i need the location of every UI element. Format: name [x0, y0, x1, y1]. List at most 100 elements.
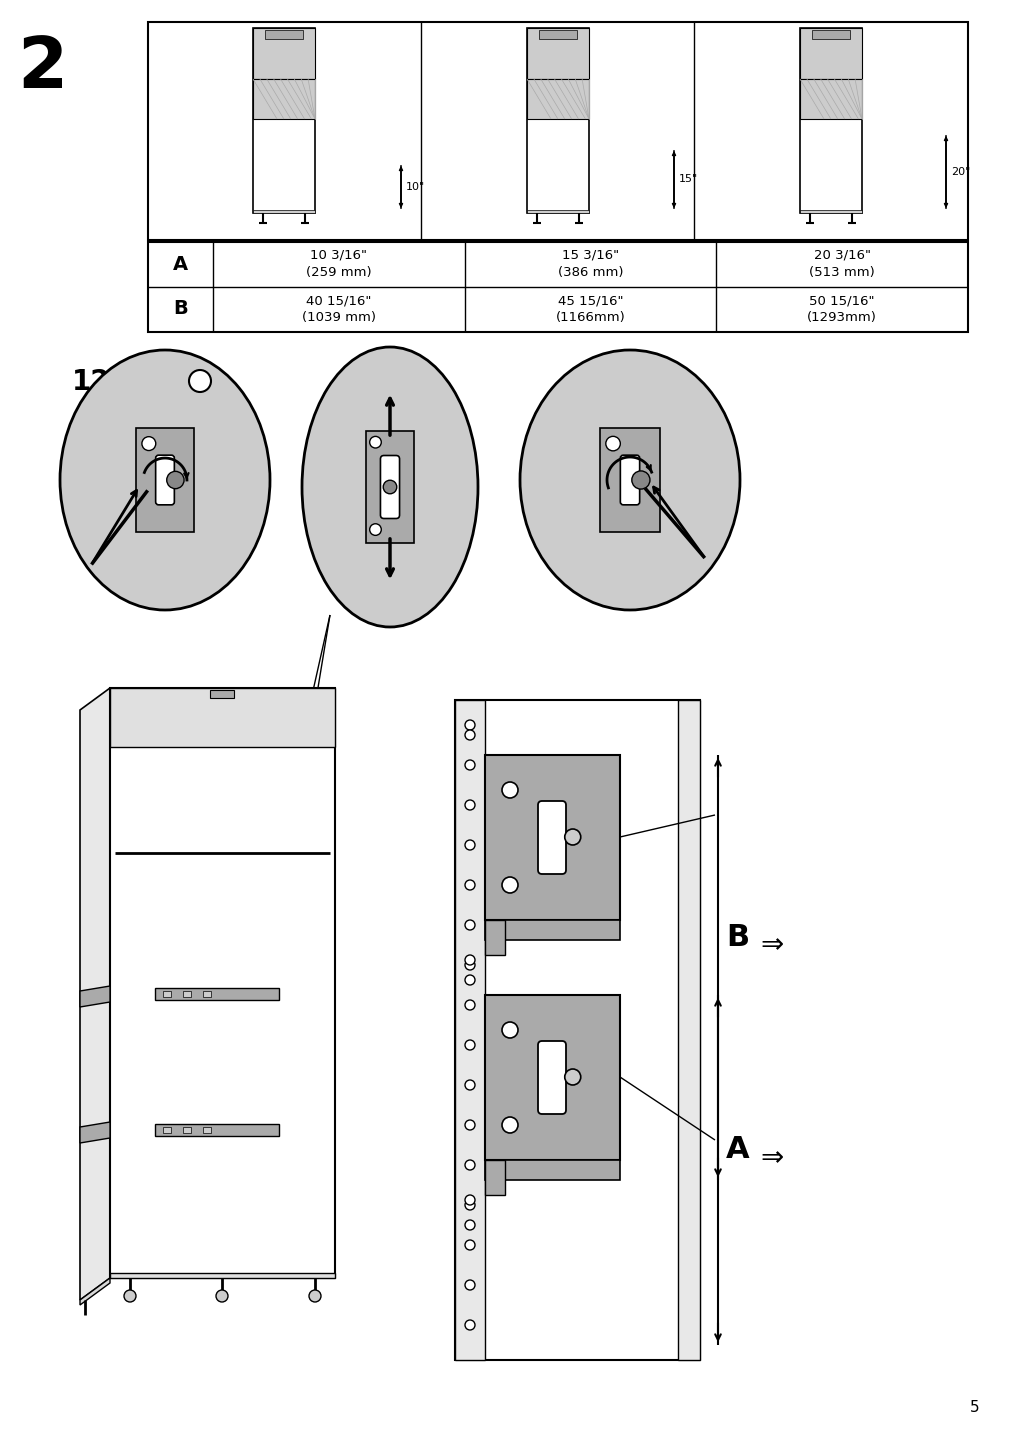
- Bar: [155, 1124, 278, 1136]
- Circle shape: [464, 800, 474, 811]
- Circle shape: [464, 955, 474, 965]
- Bar: [148, 242, 968, 332]
- Bar: [110, 687, 335, 748]
- FancyBboxPatch shape: [538, 1041, 565, 1114]
- Bar: [527, 29, 588, 79]
- FancyBboxPatch shape: [156, 455, 174, 505]
- Circle shape: [464, 1240, 474, 1250]
- Polygon shape: [80, 987, 110, 1007]
- Circle shape: [501, 782, 518, 798]
- Circle shape: [501, 1022, 518, 1038]
- Circle shape: [464, 720, 474, 730]
- Bar: [163, 991, 171, 997]
- Bar: [210, 690, 234, 697]
- Bar: [484, 919, 620, 939]
- Bar: [800, 29, 861, 213]
- Circle shape: [464, 959, 474, 969]
- Circle shape: [464, 730, 474, 740]
- Bar: [163, 1127, 171, 1133]
- Text: A: A: [173, 255, 188, 274]
- Circle shape: [464, 881, 474, 891]
- Text: B: B: [725, 924, 748, 952]
- Bar: [183, 991, 191, 997]
- Circle shape: [369, 524, 381, 536]
- Text: 20 3/16"
(513 mm): 20 3/16" (513 mm): [809, 249, 875, 279]
- Circle shape: [631, 471, 649, 490]
- Circle shape: [464, 1200, 474, 1210]
- Circle shape: [464, 919, 474, 929]
- Circle shape: [464, 1040, 474, 1050]
- Bar: [800, 29, 861, 79]
- Ellipse shape: [301, 347, 477, 627]
- Text: 10": 10": [405, 182, 425, 192]
- FancyBboxPatch shape: [538, 800, 565, 874]
- Bar: [110, 1273, 335, 1277]
- Bar: [527, 79, 588, 119]
- Text: B: B: [173, 299, 188, 318]
- Bar: [677, 700, 700, 1360]
- Circle shape: [501, 1117, 518, 1133]
- Text: 50 15/16"
(1293mm): 50 15/16" (1293mm): [807, 294, 877, 324]
- Circle shape: [464, 1320, 474, 1330]
- Circle shape: [464, 1160, 474, 1170]
- Circle shape: [124, 1290, 135, 1302]
- Text: A: A: [725, 1136, 749, 1164]
- Bar: [484, 1160, 620, 1180]
- Bar: [455, 700, 484, 1360]
- Circle shape: [464, 760, 474, 770]
- FancyBboxPatch shape: [380, 455, 399, 518]
- Circle shape: [142, 437, 156, 451]
- Bar: [155, 988, 278, 1000]
- Bar: [800, 79, 861, 119]
- Text: ⇒: ⇒: [759, 931, 783, 959]
- Bar: [110, 687, 335, 1277]
- Circle shape: [189, 369, 210, 392]
- Circle shape: [464, 841, 474, 851]
- Text: 2: 2: [17, 33, 67, 103]
- Bar: [484, 1160, 504, 1194]
- Polygon shape: [136, 428, 194, 533]
- Bar: [265, 30, 302, 39]
- Text: 10 3/16"
(259 mm): 10 3/16" (259 mm): [305, 249, 371, 279]
- FancyBboxPatch shape: [620, 455, 639, 505]
- Bar: [527, 211, 588, 213]
- Bar: [800, 211, 861, 213]
- Bar: [539, 30, 576, 39]
- Bar: [484, 919, 504, 955]
- Polygon shape: [80, 1277, 110, 1305]
- Bar: [484, 755, 620, 919]
- Text: 15": 15": [678, 175, 698, 185]
- Circle shape: [464, 1220, 474, 1230]
- Circle shape: [464, 1120, 474, 1130]
- Circle shape: [564, 829, 580, 845]
- Bar: [812, 30, 849, 39]
- Circle shape: [501, 876, 518, 894]
- Bar: [527, 29, 588, 213]
- Text: 5: 5: [970, 1400, 979, 1415]
- Bar: [253, 211, 314, 213]
- Text: 40 15/16"
(1039 mm): 40 15/16" (1039 mm): [301, 294, 375, 324]
- Circle shape: [464, 1194, 474, 1204]
- Bar: [203, 991, 210, 997]
- Circle shape: [464, 1280, 474, 1290]
- Circle shape: [606, 437, 620, 451]
- Text: 20": 20": [950, 168, 970, 178]
- Polygon shape: [80, 1123, 110, 1143]
- Circle shape: [369, 437, 381, 448]
- Bar: [484, 995, 620, 1160]
- Polygon shape: [80, 687, 110, 1300]
- Circle shape: [464, 1000, 474, 1010]
- Text: 12x: 12x: [72, 368, 128, 397]
- Bar: [203, 1127, 210, 1133]
- Circle shape: [167, 471, 184, 488]
- Bar: [253, 29, 314, 213]
- Polygon shape: [365, 431, 413, 543]
- Circle shape: [308, 1290, 320, 1302]
- Circle shape: [383, 480, 396, 494]
- Polygon shape: [600, 428, 659, 533]
- Text: ⇒: ⇒: [759, 1144, 783, 1171]
- Circle shape: [564, 1070, 580, 1085]
- Bar: [253, 29, 314, 79]
- Circle shape: [464, 1080, 474, 1090]
- Circle shape: [464, 975, 474, 985]
